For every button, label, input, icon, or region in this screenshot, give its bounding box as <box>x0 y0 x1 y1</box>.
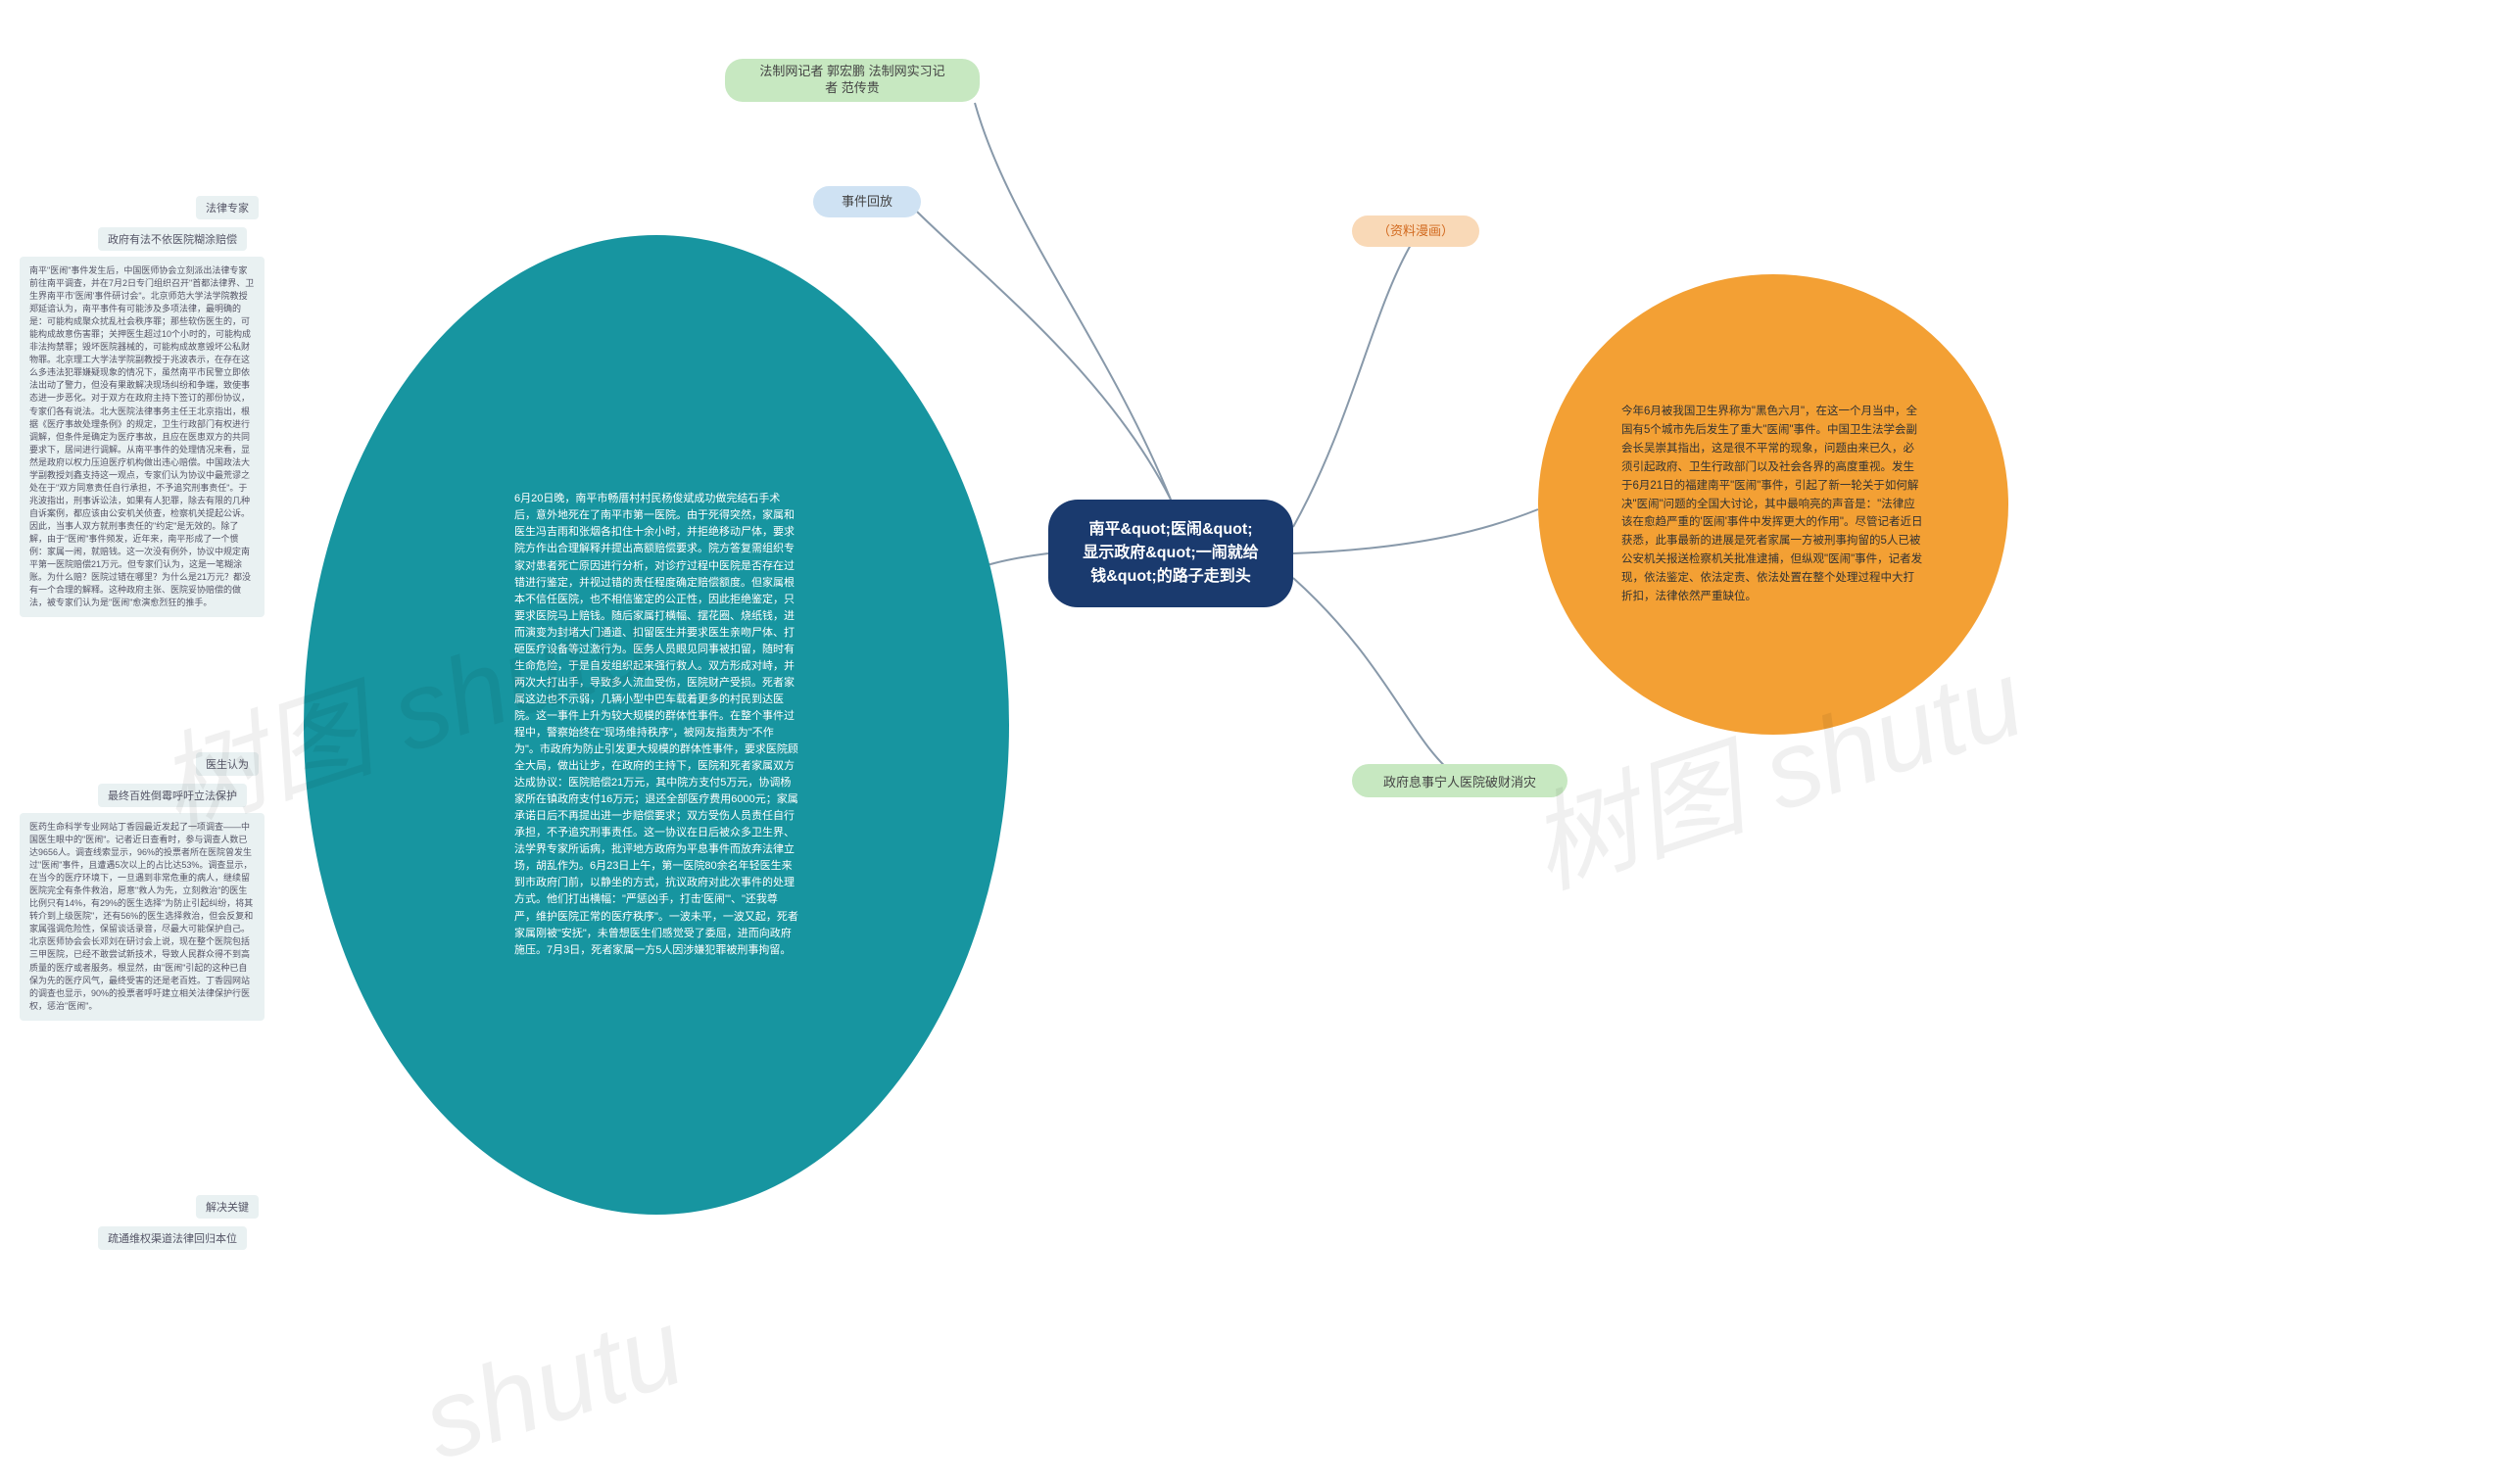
branch-gov-hospital: 政府息事宁人医院破财消灾 <box>1352 764 1568 797</box>
event-detail-text: 6月20日晚，南平市畅厝村村民杨俊斌成功做完结石手术后，意外地死在了南平市第一医… <box>514 491 798 958</box>
top-branch-0: 法制网记者 郭宏鹏 法制网实习记 者 范传贵 <box>725 59 980 102</box>
center-node: 南平&quot;医闹&quot; 显示政府&quot;一闹就给 钱&quot;的… <box>1048 500 1293 607</box>
top-branch-text-2: （资料漫画） <box>1377 223 1454 240</box>
left-block-0: 南平"医闹"事件发生后，中国医师协会立刻派出法律专家前往南平调查，并在7月2日专… <box>20 257 265 617</box>
watermark-2: shutu <box>409 1285 698 1484</box>
top-branch-2: （资料漫画） <box>1352 215 1479 247</box>
left-label-5: 疏通维权渠道法律回归本位 <box>98 1226 247 1250</box>
left-label-2: 医生认为 <box>196 752 259 776</box>
branch-gov-hospital-text: 政府息事宁人医院破财消灾 <box>1383 772 1536 790</box>
left-label-0: 法律专家 <box>196 196 259 219</box>
left-label-4: 解决关键 <box>196 1195 259 1219</box>
background-analysis-text: 今年6月被我国卫生界称为"黑色六月"，在这一个月当中，全国有5个城市先后发生了重… <box>1621 403 1925 607</box>
background-analysis-node: 今年6月被我国卫生界称为"黑色六月"，在这一个月当中，全国有5个城市先后发生了重… <box>1538 274 2008 735</box>
left-label-3: 最终百姓倒霉呼吁立法保护 <box>98 784 247 807</box>
left-label-1: 政府有法不依医院糊涂赔偿 <box>98 227 247 251</box>
center-node-text: 南平&quot;医闹&quot; 显示政府&quot;一闹就给 钱&quot;的… <box>1083 518 1259 589</box>
event-detail-node: 6月20日晚，南平市畅厝村村民杨俊斌成功做完结石手术后，意外地死在了南平市第一医… <box>304 235 1009 1215</box>
left-block-1: 医药生命科学专业网站丁香园最近发起了一项调查——中国医生眼中的"医闹"。记者近日… <box>20 813 265 1021</box>
top-branch-1: 事件回放 <box>813 186 921 217</box>
top-branch-text-1: 事件回放 <box>842 194 892 211</box>
top-branch-text-0: 法制网记者 郭宏鹏 法制网实习记 者 范传贵 <box>759 64 944 97</box>
